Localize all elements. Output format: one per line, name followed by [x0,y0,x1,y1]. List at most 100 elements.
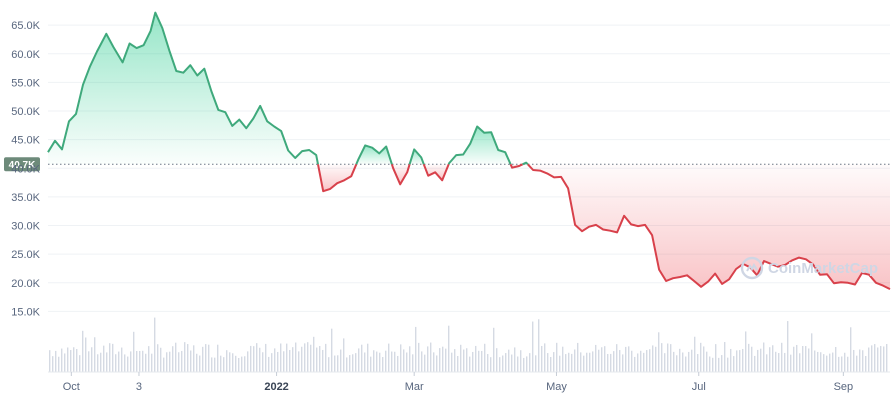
volume-bar [184,342,186,372]
x-axis: Oct 3 2022 Mar May Jul Sep [48,371,890,393]
volume-bar [175,342,177,372]
volume-bar [70,350,72,372]
volume-bar [592,351,594,372]
volume-bar [358,348,360,372]
volume-bar [529,353,531,372]
price-line-up [355,144,393,165]
volume-bar [214,357,216,372]
volume-bar [817,351,819,372]
volume-bar [538,319,540,372]
volume-bar [67,347,69,372]
volume-bar [616,344,618,372]
volume-bar [880,345,882,372]
volume-bar [844,352,846,372]
volume-bar [178,352,180,372]
volume-bar [808,348,810,372]
volume-bar [556,342,558,372]
volume-bar [805,346,807,372]
volume-bar [376,351,378,372]
volume-bar [133,331,135,372]
volume-bar [487,354,489,372]
volume-bar [658,332,660,372]
y-tick-label: 40.0K [11,163,40,175]
volume-bar [142,350,144,372]
volume-bar [661,343,663,372]
volume-bar [730,348,732,372]
area-below-reference [318,164,357,192]
volume-bar [583,355,585,372]
volume-bar [454,349,456,372]
x-tick-label: Sep [834,381,854,393]
volume-bar [694,336,696,372]
volume-bar [820,352,822,372]
volume-bar [610,353,612,372]
volume-bar [448,325,450,372]
price-line-up [447,125,512,165]
volume-bar [385,350,387,372]
volume-bar [667,343,669,372]
volume-bar [493,327,495,372]
volume-bar [373,350,375,372]
volume-bar [571,353,573,372]
volume-bar [283,351,285,372]
volume-bar [319,345,321,372]
volume-bar [751,346,753,372]
price-line-down [422,163,450,182]
volume-bar [259,347,261,372]
y-tick-label: 45.0K [11,135,40,147]
volume-bar [379,352,381,372]
volume-bar [688,351,690,372]
volume-bar [721,355,723,372]
price-line-down [390,163,411,186]
volume-bar [754,355,756,372]
volume-bar [337,355,339,372]
volume-bar [244,356,246,372]
volume-bar [760,348,762,372]
volume-bar [823,354,825,372]
price-line-up [47,11,319,165]
volume-bar [520,350,522,372]
volume-bar [766,354,768,372]
volume-bar [646,350,648,372]
volume-bar [85,337,87,372]
volume-bar [775,351,777,372]
volume-bar [589,352,591,372]
x-tick-label: Jul [692,381,706,393]
volume-bar [232,353,234,372]
area-below-reference [527,164,890,290]
volume-bar [181,350,183,372]
volume-bar [631,350,633,372]
volume-bar [757,349,759,372]
volume-bar [673,351,675,372]
volume-bar [700,342,702,372]
volume-bar [265,343,267,372]
volume-bar [298,351,300,372]
volume-bar [748,343,750,372]
volume-bar [295,342,297,372]
volume-bar [502,355,504,372]
volume-bar [58,356,60,372]
volume-bar [634,356,636,372]
watermark-text: CoinMarketCap [768,260,878,277]
volume-bar [769,347,771,372]
volume-bar [547,353,549,372]
price-area [48,12,890,290]
volume-bar [544,343,546,372]
volume-bar [274,348,276,372]
volume-bar [61,348,63,372]
volume-bar [301,346,303,372]
volume-bar [205,344,207,372]
volume-bar [148,346,150,372]
y-tick-label: 15.0K [11,306,40,318]
volume-bar [433,352,435,372]
volume-bar [346,357,348,372]
x-tick-label: May [546,381,567,393]
volume-bar [799,353,801,372]
volume-bar [649,349,651,372]
volume-bar [199,355,201,372]
volume-bar [421,351,423,372]
volume-bar [883,346,885,372]
volume-bar [343,338,345,372]
